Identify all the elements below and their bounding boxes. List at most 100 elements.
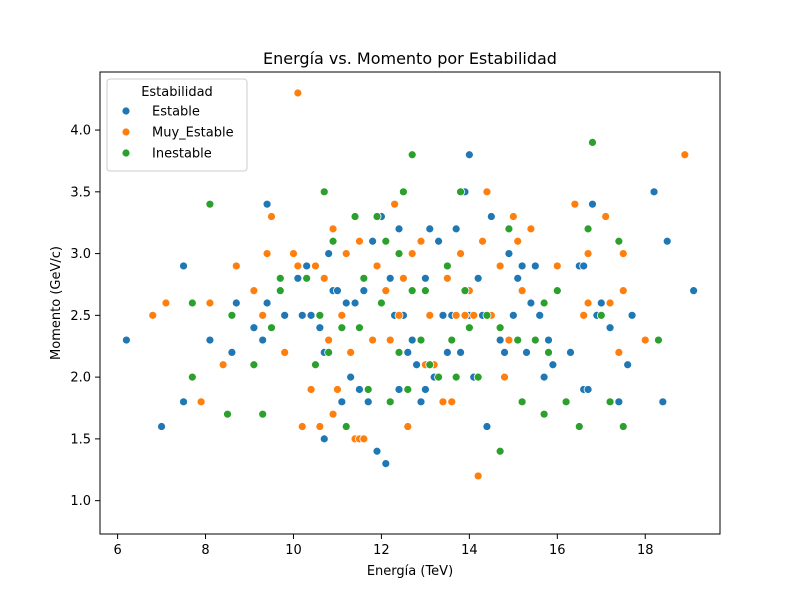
point-inestable-29	[403, 385, 413, 394]
point-inestable-34	[425, 360, 435, 370]
point-muy-estable-70	[618, 249, 628, 258]
y-tick-label: 2.0	[70, 371, 91, 386]
point-inestable-4	[227, 310, 237, 320]
point-estable-82	[614, 397, 624, 407]
point-muy-estable-4	[218, 360, 228, 370]
point-estable-83	[623, 360, 633, 370]
point-muy-estable-17	[315, 422, 325, 431]
point-inestable-32	[416, 335, 426, 345]
point-inestable-12	[315, 310, 325, 320]
point-estable-61	[500, 348, 509, 357]
plot-frame	[99, 71, 721, 535]
point-inestable-46	[504, 224, 514, 234]
point-muy-estable-21	[328, 224, 338, 234]
point-estable-39	[407, 335, 417, 345]
x-tick-label: 14	[461, 543, 478, 558]
point-estable-69	[535, 310, 545, 320]
x-tick-label: 12	[373, 543, 390, 558]
point-inestable-57	[588, 138, 597, 147]
point-muy-estable-44	[442, 273, 452, 283]
point-inestable-2	[205, 199, 215, 209]
point-muy-estable-14	[297, 422, 307, 431]
point-estable-65	[517, 261, 527, 271]
point-inestable-14	[324, 348, 334, 357]
point-inestable-42	[473, 372, 483, 382]
point-estable-80	[596, 298, 606, 308]
legend-title: Estabilidad	[141, 85, 213, 100]
point-estable-1	[157, 422, 166, 431]
point-muy-estable-2	[196, 397, 206, 407]
point-muy-estable-65	[583, 298, 593, 308]
point-inestable-62	[654, 335, 663, 345]
point-inestable-53	[552, 286, 562, 296]
point-estable-6	[231, 298, 241, 308]
point-muy-estable-66	[583, 249, 593, 258]
point-inestable-47	[513, 335, 523, 345]
point-inestable-37	[447, 335, 457, 345]
point-muy-estable-12	[293, 88, 303, 98]
point-inestable-1	[187, 298, 197, 308]
point-inestable-54	[561, 397, 571, 407]
point-estable-9	[262, 298, 272, 308]
y-tick-label: 4.0	[70, 124, 91, 139]
point-muy-estable-73	[680, 150, 690, 160]
point-estable-86	[658, 397, 668, 407]
point-estable-46	[434, 236, 443, 246]
x-tick-label: 6	[113, 543, 121, 558]
y-tick-label: 3.5	[70, 185, 91, 200]
point-muy-estable-51	[473, 471, 483, 481]
point-estable-47	[438, 310, 448, 320]
point-inestable-18	[350, 212, 360, 221]
point-estable-0	[121, 335, 131, 345]
point-estable-68	[530, 261, 540, 271]
x-tick-label: 18	[637, 543, 654, 558]
point-estable-73	[566, 348, 575, 357]
point-estable-88	[689, 286, 699, 296]
point-muy-estable-47	[456, 249, 465, 258]
point-estable-67	[526, 298, 536, 308]
point-muy-estable-22	[333, 385, 342, 394]
point-estable-70	[539, 372, 549, 382]
point-inestable-10	[302, 273, 312, 283]
point-estable-27	[359, 286, 369, 296]
point-muy-estable-59	[513, 236, 523, 246]
point-estable-78	[588, 199, 597, 209]
point-inestable-8	[275, 286, 285, 296]
point-inestable-36	[442, 261, 452, 271]
legend-label-inestable: Inestable	[152, 147, 212, 162]
point-muy-estable-52	[478, 236, 487, 246]
y-tick-label: 1.5	[70, 432, 91, 447]
point-estable-11	[280, 310, 290, 320]
point-inestable-58	[596, 310, 606, 320]
point-estable-7	[249, 323, 259, 333]
point-muy-estable-72	[640, 335, 650, 345]
point-muy-estable-34	[390, 199, 400, 209]
point-muy-estable-11	[289, 249, 298, 258]
point-inestable-27	[394, 249, 404, 258]
point-muy-estable-9	[267, 212, 276, 221]
x-axis-label: Energía (TeV)	[367, 564, 453, 579]
point-muy-estable-24	[341, 249, 351, 258]
point-muy-estable-1	[161, 298, 171, 308]
point-estable-23	[341, 298, 351, 308]
point-inestable-56	[583, 224, 593, 234]
point-estable-44	[425, 224, 435, 234]
point-inestable-51	[539, 409, 549, 419]
point-muy-estable-7	[258, 310, 268, 320]
point-inestable-43	[482, 310, 492, 320]
point-muy-estable-50	[469, 310, 479, 320]
point-muy-estable-64	[579, 310, 589, 320]
point-estable-14	[302, 261, 312, 271]
point-estable-48	[442, 348, 452, 357]
point-estable-3	[179, 261, 188, 271]
legend-marker-muy-estable	[121, 127, 131, 137]
point-estable-40	[412, 360, 421, 370]
point-inestable-41	[464, 323, 474, 333]
chart-title: Energía vs. Momento por Estabilidad	[263, 49, 557, 68]
legend-entries: Estable Muy_Estable Inestable	[121, 105, 234, 162]
point-estable-17	[319, 434, 329, 444]
point-estable-4	[205, 335, 215, 345]
point-muy-estable-56	[500, 372, 509, 382]
point-estable-64	[513, 273, 523, 283]
point-inestable-13	[319, 187, 329, 197]
